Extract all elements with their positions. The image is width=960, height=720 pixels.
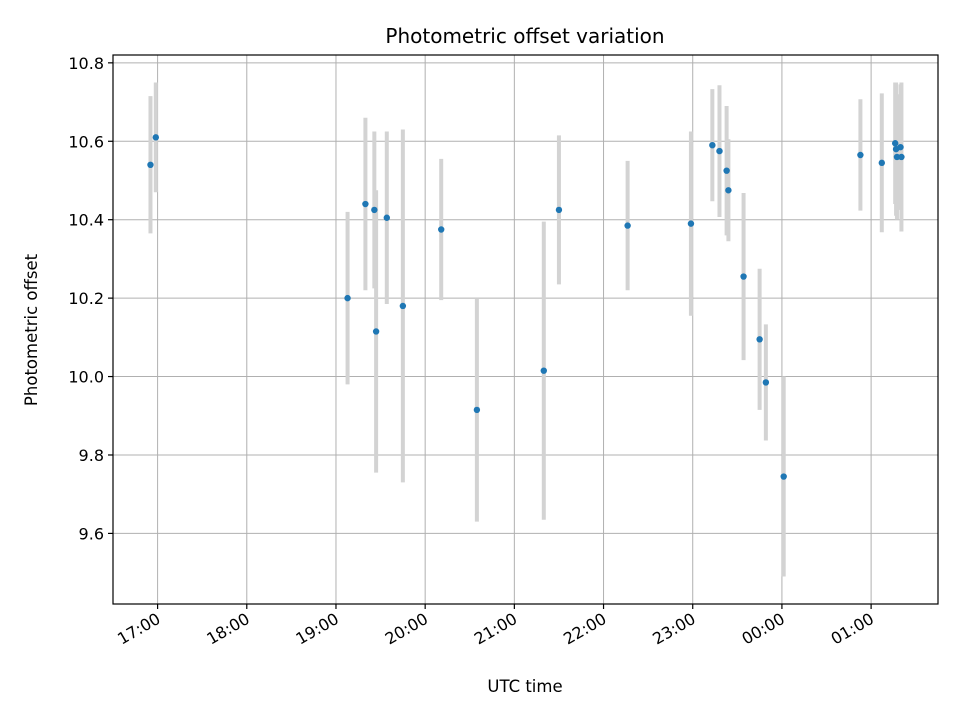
data-point-23 <box>878 159 886 167</box>
data-point-4 <box>371 206 378 214</box>
chart-title: Photometric offset variation <box>385 24 664 48</box>
y-tick-label-3: 10.2 <box>68 289 104 308</box>
grid-lines <box>113 55 938 604</box>
y-tick-label-4: 10.4 <box>68 211 104 230</box>
y-axis-title: Photometric offset <box>22 253 41 406</box>
x-tick-label-0: 17:00 <box>114 609 163 649</box>
x-tick-label-3: 20:00 <box>382 609 431 649</box>
y-tick-label-2: 10.0 <box>68 368 104 387</box>
data-point-26 <box>893 153 901 161</box>
data-point-28 <box>898 153 905 161</box>
data-point-27 <box>897 143 904 151</box>
y-tick-label-0: 9.6 <box>79 524 104 543</box>
x-tick-label-5: 22:00 <box>560 609 609 649</box>
error-bars <box>148 82 904 577</box>
data-point-11 <box>555 206 563 214</box>
x-tick-label-1: 18:00 <box>203 609 252 649</box>
data-point-8 <box>438 226 445 233</box>
data-point-13 <box>687 220 695 227</box>
data-point-5 <box>372 328 380 335</box>
data-point-0 <box>147 161 154 168</box>
data-point-17 <box>725 187 732 194</box>
data-point-10 <box>540 367 547 374</box>
y-tick-label-5: 10.6 <box>68 132 104 151</box>
data-point-24 <box>891 140 899 147</box>
x-axis-ticks: 17:00 18:00 19:00 20:00 21:00 22:00 23:00 00:00… <box>114 604 877 649</box>
x-tick-label-4: 21:00 <box>471 609 520 649</box>
data-point-14 <box>709 141 716 149</box>
data-point-9 <box>473 406 481 414</box>
x-axis-title: UTC time <box>487 677 562 696</box>
plot-area-frame <box>112 54 939 605</box>
y-tick-label-6: 10.8 <box>68 54 104 73</box>
data-point-15 <box>716 147 723 155</box>
x-tick-label-7: 00:00 <box>738 609 787 649</box>
data-point-18 <box>740 273 747 280</box>
x-tick-label-8: 01:00 <box>828 609 877 649</box>
data-point-20 <box>762 379 770 386</box>
data-point-16 <box>723 167 730 174</box>
data-point-12 <box>624 222 631 229</box>
x-tick-label-6: 23:00 <box>649 609 698 649</box>
data-point-21 <box>780 473 787 480</box>
data-point-19 <box>756 336 763 343</box>
data-points <box>147 134 905 480</box>
data-point-7 <box>399 302 407 310</box>
y-axis-ticks: 9.6 9.8 10.0 10.2 10.4 10.6 10.8 <box>68 54 113 543</box>
data-point-22 <box>857 151 864 159</box>
data-point-6 <box>383 214 391 221</box>
data-point-2 <box>344 294 351 302</box>
x-tick-label-2: 19:00 <box>293 609 342 649</box>
data-point-1 <box>152 134 160 141</box>
data-point-3 <box>362 200 369 208</box>
y-tick-label-1: 9.8 <box>79 446 104 465</box>
